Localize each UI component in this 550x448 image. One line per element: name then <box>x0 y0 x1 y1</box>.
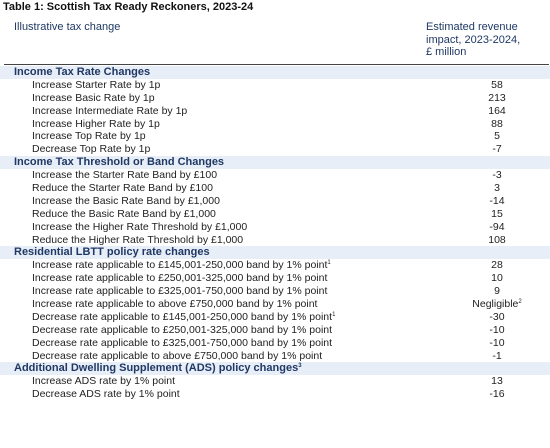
table-row: Increase Intermediate Rate by 1p 164 <box>0 105 550 118</box>
row-value: Negligible <box>472 298 519 311</box>
table-row: Decrease rate applicable to £250,001-325… <box>0 324 550 337</box>
table-row: Increase ADS rate by 1% point 13 <box>0 375 550 388</box>
row-label: Increase rate applicable to £250,001-325… <box>32 272 328 285</box>
column-header-impact: Estimated revenue impact, 2023-2024, £ m… <box>426 21 546 59</box>
column-header-impact-line-3: £ million <box>426 46 467 58</box>
table-row: Decrease Top Rate by 1p -7 <box>0 143 550 156</box>
row-value: -10 <box>489 336 505 349</box>
table-row: Increase Starter Rate by 1p 58 <box>0 79 550 92</box>
table-row: Increase rate applicable to above £750,0… <box>0 298 550 311</box>
row-value: -1 <box>492 349 502 362</box>
row-label: Increase Higher Rate by 1p <box>32 117 160 130</box>
table-row: Increase the Higher Rate Threshold by £1… <box>0 221 550 234</box>
row-value: 5 <box>494 130 500 143</box>
section-header: Income Tax Rate Changes <box>0 66 550 79</box>
section-label: Income Tax Threshold or Band Changes <box>14 156 225 169</box>
row-label: Reduce the Basic Rate Band by £1,000 <box>32 207 216 220</box>
row-value: -14 <box>489 194 505 207</box>
row-value: 28 <box>491 259 503 272</box>
row-label: Decrease rate applicable to £325,001-750… <box>32 336 333 349</box>
section-label: Income Tax Rate Changes <box>14 66 151 78</box>
row-value: -7 <box>492 143 502 156</box>
table-row: Increase rate applicable to £250,001-325… <box>0 272 550 285</box>
row-label: Decrease rate applicable to £250,001-325… <box>32 323 333 336</box>
row-value: 213 <box>488 91 506 104</box>
table-title: Table 1: Scottish Tax Ready Reckoners, 2… <box>3 1 254 13</box>
row-value: 9 <box>494 285 500 298</box>
section-header: Residential LBTT policy rate changes <box>0 246 550 260</box>
table-row: Increase rate applicable to £145,001-250… <box>0 259 550 272</box>
table-row: Decrease rate applicable to above £750,0… <box>0 350 550 363</box>
row-label: Increase rate applicable to £145,001-250… <box>32 259 328 272</box>
row-value: -10 <box>489 323 505 336</box>
table-row: Increase the Starter Rate Band by £100 -3 <box>0 169 550 182</box>
row-label: Increase the Higher Rate Threshold by £1… <box>32 220 248 233</box>
row-label: Increase the Basic Rate Band by £1,000 <box>32 194 220 207</box>
row-label: Increase rate applicable to above £750,0… <box>32 298 318 311</box>
column-header-change: Illustrative tax change <box>14 21 121 33</box>
table-row: Reduce the Basic Rate Band by £1,000 15 <box>0 208 550 221</box>
row-value: 3 <box>494 182 500 195</box>
section-header: Income Tax Threshold or Band Changes <box>0 156 550 170</box>
row-label: Increase Starter Rate by 1p <box>32 78 161 91</box>
footnote-marker: 3 <box>298 363 302 370</box>
column-header-impact-line-1: Estimated revenue <box>426 21 518 33</box>
row-label: Decrease Top Rate by 1p <box>32 143 151 156</box>
footnote-marker: 2 <box>518 299 522 306</box>
row-label: Reduce the Starter Rate Band by £100 <box>32 182 213 195</box>
table-row: Increase Top Rate by 1p 5 <box>0 130 550 143</box>
row-value: 58 <box>491 78 503 91</box>
row-label: Increase Top Rate by 1p <box>32 130 146 143</box>
section-label: Additional Dwelling Supplement (ADS) pol… <box>14 362 299 375</box>
table-row: Increase rate applicable to £325,001-750… <box>0 285 550 298</box>
row-value: 88 <box>491 117 503 130</box>
row-value: 15 <box>491 207 503 220</box>
footnote-marker: 1 <box>332 311 336 318</box>
row-value: 13 <box>491 375 503 388</box>
footnote-marker: 1 <box>327 260 331 267</box>
row-label: Decrease rate applicable to £145,001-250… <box>32 310 333 323</box>
section-header: Additional Dwelling Supplement (ADS) pol… <box>0 362 550 376</box>
table-row: Decrease ADS rate by 1% point -16 <box>0 388 550 401</box>
column-header-impact-line-2: impact, 2023-2024, <box>426 33 521 46</box>
table-row: Increase the Basic Rate Band by £1,000 -1… <box>0 195 550 208</box>
table-row: Increase Higher Rate by 1p 88 <box>0 118 550 131</box>
row-label: Increase rate applicable to £325,001-750… <box>32 285 328 298</box>
table-row: Decrease rate applicable to £325,001-750… <box>0 337 550 350</box>
row-value: -30 <box>489 310 505 323</box>
row-label: Increase Basic Rate by 1p <box>32 91 155 104</box>
table-row: Reduce the Starter Rate Band by £100 3 <box>0 182 550 195</box>
row-value: -16 <box>489 388 505 401</box>
row-value-cell: Negligible2 <box>462 298 532 311</box>
row-value: -3 <box>492 169 502 182</box>
row-label: Reduce the Higher Rate Threshold by £1,0… <box>32 233 244 246</box>
row-value: 164 <box>488 104 506 117</box>
row-value: 108 <box>488 233 506 246</box>
row-label: Increase Intermediate Rate by 1p <box>32 104 188 117</box>
row-label: Increase the Starter Rate Band by £100 <box>32 169 218 182</box>
row-value: -94 <box>489 220 505 233</box>
header-divider <box>4 64 549 65</box>
table-row: Decrease rate applicable to £145,001-250… <box>0 311 550 324</box>
table-body: Income Tax Rate Changes Increase Starter… <box>0 66 550 401</box>
table-row: Reduce the Higher Rate Threshold by £1,0… <box>0 234 550 247</box>
row-label: Decrease ADS rate by 1% point <box>32 388 180 401</box>
row-label: Increase ADS rate by 1% point <box>32 375 175 388</box>
row-value: 10 <box>491 272 503 285</box>
section-label: Residential LBTT policy rate changes <box>14 246 210 259</box>
table-row: Increase Basic Rate by 1p 213 <box>0 92 550 105</box>
row-label: Decrease rate applicable to above £750,0… <box>32 349 323 362</box>
